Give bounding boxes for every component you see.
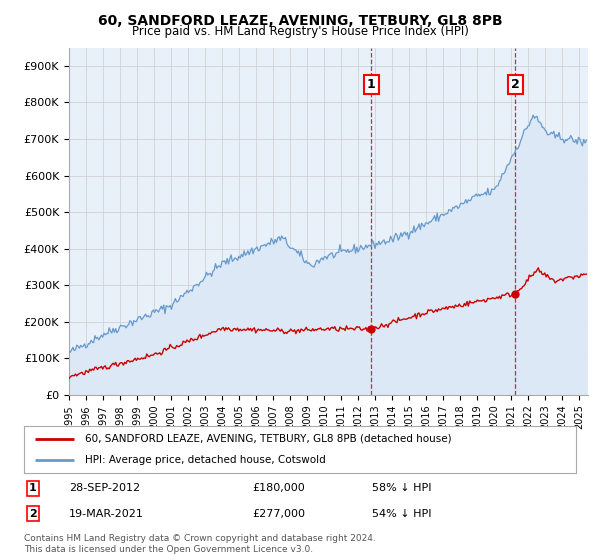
Text: £180,000: £180,000 <box>252 483 305 493</box>
Text: 19-MAR-2021: 19-MAR-2021 <box>69 508 144 519</box>
Text: 2: 2 <box>29 508 37 519</box>
Text: 28-SEP-2012: 28-SEP-2012 <box>69 483 140 493</box>
Text: Contains HM Land Registry data © Crown copyright and database right 2024.: Contains HM Land Registry data © Crown c… <box>24 534 376 543</box>
Text: 1: 1 <box>367 78 376 91</box>
Text: 1: 1 <box>29 483 37 493</box>
Text: 60, SANDFORD LEAZE, AVENING, TETBURY, GL8 8PB (detached house): 60, SANDFORD LEAZE, AVENING, TETBURY, GL… <box>85 434 451 444</box>
Text: 2: 2 <box>511 78 520 91</box>
Text: Price paid vs. HM Land Registry's House Price Index (HPI): Price paid vs. HM Land Registry's House … <box>131 25 469 38</box>
Text: 54% ↓ HPI: 54% ↓ HPI <box>372 508 431 519</box>
Text: 58% ↓ HPI: 58% ↓ HPI <box>372 483 431 493</box>
Text: £277,000: £277,000 <box>252 508 305 519</box>
Text: 60, SANDFORD LEAZE, AVENING, TETBURY, GL8 8PB: 60, SANDFORD LEAZE, AVENING, TETBURY, GL… <box>98 14 502 28</box>
Text: This data is licensed under the Open Government Licence v3.0.: This data is licensed under the Open Gov… <box>24 545 313 554</box>
Text: HPI: Average price, detached house, Cotswold: HPI: Average price, detached house, Cots… <box>85 455 325 465</box>
